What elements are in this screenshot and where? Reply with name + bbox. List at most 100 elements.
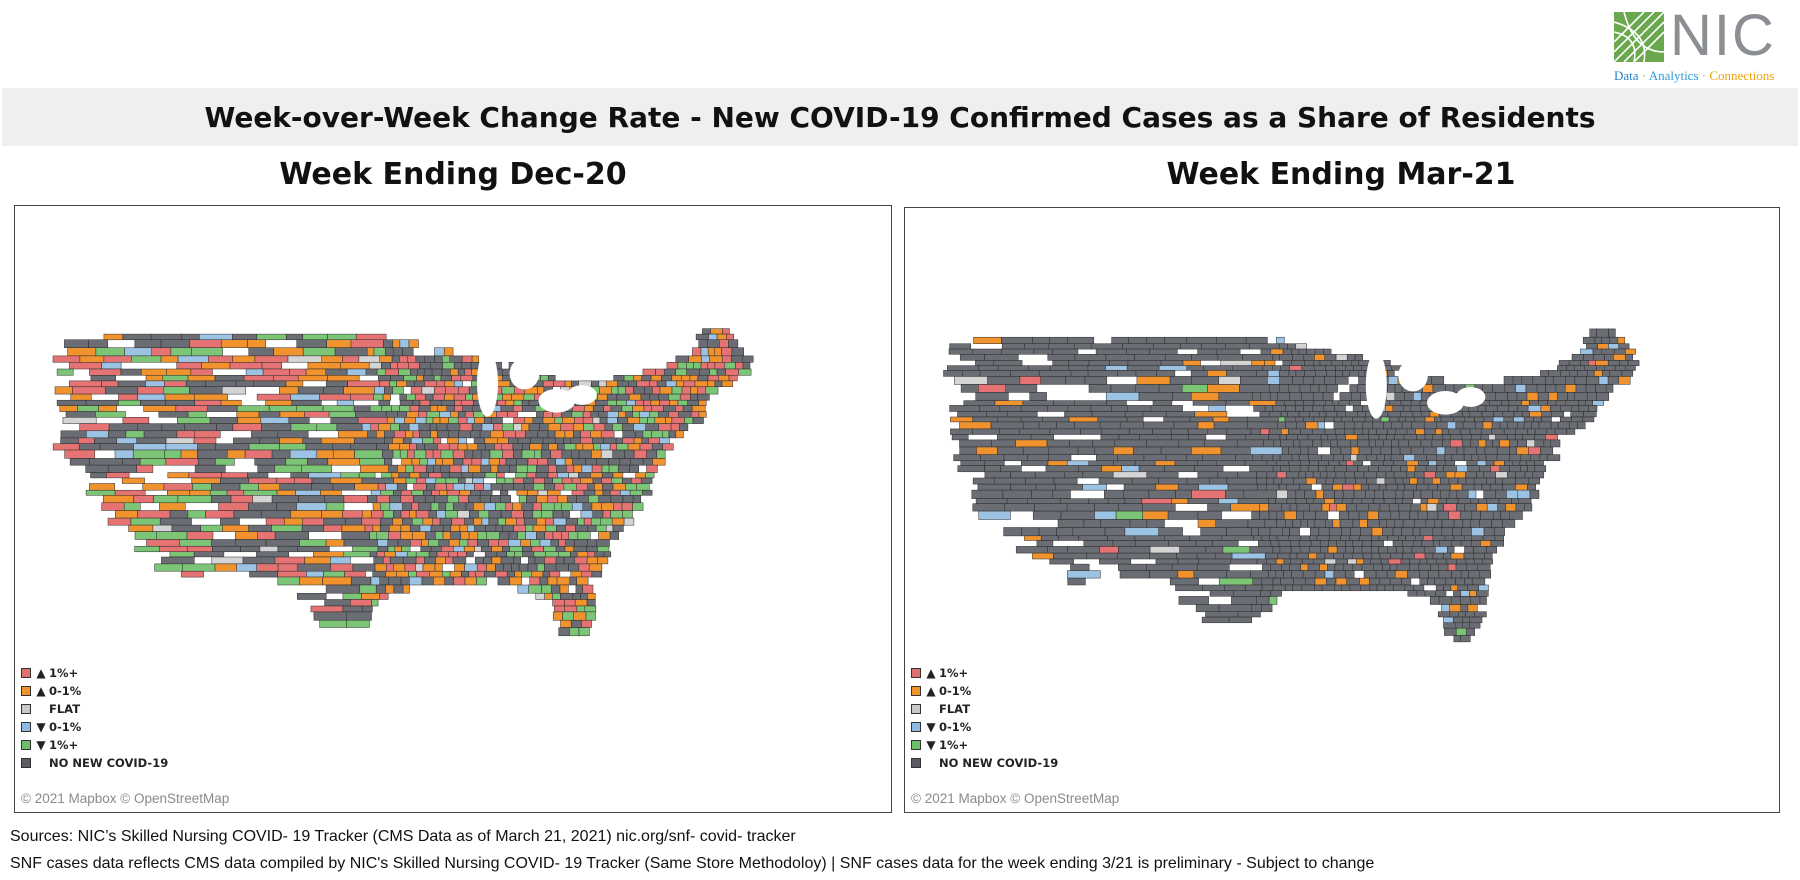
county-cell[interactable]	[240, 546, 261, 553]
county-cell[interactable]	[130, 517, 161, 526]
county-cell[interactable]	[384, 430, 395, 439]
county-cell[interactable]	[430, 502, 440, 511]
county-cell[interactable]	[1380, 558, 1389, 565]
county-cell[interactable]	[1450, 552, 1465, 560]
county-cell[interactable]	[534, 449, 542, 459]
county-cell[interactable]	[1335, 365, 1346, 371]
county-cell[interactable]	[406, 393, 416, 401]
county-cell[interactable]	[1101, 428, 1130, 435]
county-cell[interactable]	[1340, 535, 1351, 541]
county-cell[interactable]	[134, 339, 162, 348]
county-cell[interactable]	[1609, 370, 1623, 377]
county-cell[interactable]	[601, 464, 610, 473]
county-cell[interactable]	[1174, 460, 1198, 466]
county-cell[interactable]	[1444, 446, 1458, 455]
county-cell[interactable]	[1107, 535, 1136, 541]
county-cell[interactable]	[1351, 498, 1363, 504]
county-cell[interactable]	[598, 380, 607, 387]
county-cell[interactable]	[509, 464, 517, 473]
county-cell[interactable]	[1574, 392, 1588, 401]
county-cell[interactable]	[1392, 584, 1406, 592]
county-cell[interactable]	[77, 405, 99, 412]
county-cell[interactable]	[1398, 439, 1409, 448]
county-cell[interactable]	[1528, 477, 1540, 485]
county-cell[interactable]	[1558, 360, 1570, 366]
county-cell[interactable]	[346, 368, 367, 376]
county-cell[interactable]	[1586, 376, 1600, 385]
county-cell[interactable]	[484, 443, 495, 451]
county-cell[interactable]	[524, 417, 534, 424]
county-cell[interactable]	[483, 556, 493, 565]
county-cell[interactable]	[1335, 471, 1346, 479]
county-cell[interactable]	[651, 430, 663, 439]
county-cell[interactable]	[592, 417, 601, 424]
county-cell[interactable]	[1295, 370, 1305, 377]
county-cell[interactable]	[1113, 446, 1134, 455]
county-cell[interactable]	[1534, 439, 1545, 448]
county-cell[interactable]	[491, 417, 503, 424]
county-cell[interactable]	[342, 355, 360, 363]
county-cell[interactable]	[464, 449, 474, 459]
county-cell[interactable]	[1402, 498, 1413, 504]
county-cell[interactable]	[513, 417, 526, 424]
county-cell[interactable]	[1601, 336, 1610, 344]
county-cell[interactable]	[1378, 510, 1392, 520]
county-cell[interactable]	[1492, 439, 1500, 448]
county-cell[interactable]	[548, 443, 558, 451]
county-cell[interactable]	[1368, 483, 1380, 491]
county-cell[interactable]	[1557, 365, 1567, 371]
county-cell[interactable]	[502, 483, 514, 491]
county-cell[interactable]	[512, 502, 523, 511]
county-cell[interactable]	[632, 495, 642, 504]
county-cell[interactable]	[544, 563, 557, 572]
county-cell[interactable]	[1362, 540, 1372, 547]
county-cell[interactable]	[420, 546, 432, 553]
county-cell[interactable]	[396, 570, 409, 578]
county-cell[interactable]	[1169, 376, 1193, 385]
county-cell[interactable]	[1571, 354, 1584, 361]
county-cell[interactable]	[479, 495, 491, 504]
county-cell[interactable]	[659, 437, 670, 444]
county-cell[interactable]	[1577, 370, 1588, 377]
county-cell[interactable]	[382, 556, 391, 565]
county-cell[interactable]	[659, 399, 670, 406]
county-cell[interactable]	[424, 556, 436, 565]
county-cell[interactable]	[1352, 416, 1366, 423]
county-cell[interactable]	[1436, 421, 1448, 430]
county-cell[interactable]	[186, 531, 214, 540]
county-cell[interactable]	[1387, 535, 1399, 541]
county-cell[interactable]	[227, 449, 246, 459]
county-cell[interactable]	[1344, 471, 1355, 479]
county-cell[interactable]	[1445, 471, 1456, 479]
county-cell[interactable]	[1416, 483, 1430, 491]
county-cell[interactable]	[1565, 400, 1579, 406]
county-cell[interactable]	[1324, 428, 1336, 435]
county-cell[interactable]	[1225, 343, 1250, 350]
county-cell[interactable]	[1507, 421, 1518, 430]
county-cell[interactable]	[1313, 416, 1325, 423]
county-cell[interactable]	[481, 517, 490, 526]
county-cell[interactable]	[400, 524, 411, 532]
county-cell[interactable]	[683, 380, 696, 387]
county-cell[interactable]	[1300, 535, 1310, 541]
county-cell[interactable]	[1220, 360, 1253, 366]
county-cell[interactable]	[413, 483, 427, 491]
county-cell[interactable]	[256, 333, 287, 341]
county-cell[interactable]	[1197, 348, 1217, 355]
county-cell[interactable]	[1608, 328, 1616, 338]
county-cell[interactable]	[1301, 558, 1314, 565]
county-cell[interactable]	[1104, 527, 1126, 537]
county-cell[interactable]	[409, 405, 420, 412]
county-cell[interactable]	[1470, 519, 1480, 528]
county-cell[interactable]	[261, 423, 292, 432]
county-cell[interactable]	[625, 483, 637, 491]
county-cell[interactable]	[1315, 370, 1327, 377]
county-cell[interactable]	[486, 531, 500, 540]
county-cell[interactable]	[714, 347, 722, 357]
county-cell[interactable]	[1038, 421, 1057, 430]
county-cell[interactable]	[1251, 510, 1260, 520]
county-cell[interactable]	[1596, 365, 1605, 371]
county-cell[interactable]	[1555, 384, 1566, 393]
county-cell[interactable]	[1209, 477, 1228, 485]
county-cell[interactable]	[1484, 392, 1496, 401]
